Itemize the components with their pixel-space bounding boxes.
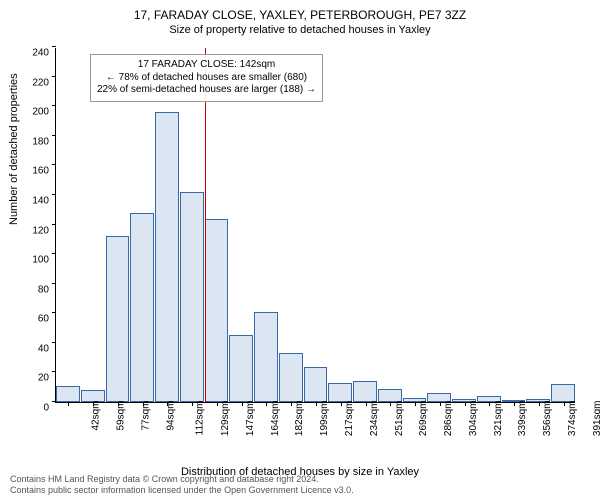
xtick-mark [217,402,218,406]
xtick-mark [192,402,193,406]
annot-line1: 17 FARADAY CLOSE: 142sqm [97,59,316,72]
xtick-label: 286sqm [443,401,454,437]
xtick-mark [415,402,416,406]
xtick-label: 234sqm [369,401,380,437]
xtick-mark [291,402,292,406]
ytick-label: 100 [19,255,49,266]
chart-area: 42sqm59sqm77sqm94sqm112sqm129sqm147sqm16… [55,48,575,403]
histogram-bar [279,353,303,402]
ytick-mark [52,164,56,165]
ytick-label: 200 [19,107,49,118]
histogram-bar [130,213,154,402]
ytick-label: 20 [19,373,49,384]
xtick-label: 182sqm [295,401,306,437]
ytick-mark [52,253,56,254]
ytick-mark [52,76,56,77]
xtick-mark [514,402,515,406]
xtick-mark [440,402,441,406]
histogram-bar [328,383,352,402]
histogram-bar [551,384,575,402]
ytick-label: 180 [19,136,49,147]
xtick-label: 164sqm [270,401,281,437]
xtick-mark [564,402,565,406]
xtick-label: 251sqm [394,401,405,437]
histogram-bar [353,381,377,402]
xtick-mark [118,402,119,406]
chart-subtitle: Size of property relative to detached ho… [0,24,600,36]
histogram-bar [229,335,253,402]
ytick-label: 140 [19,195,49,206]
xtick-mark [341,402,342,406]
xtick-label: 147sqm [245,401,256,437]
ytick-mark [52,371,56,372]
histogram-bar [205,219,229,402]
xtick-mark [68,402,69,406]
xtick-mark [143,402,144,406]
copyright-line1: Contains HM Land Registry data © Crown c… [10,474,354,485]
xtick-label: 321sqm [493,401,504,437]
xtick-mark [539,402,540,406]
ytick-mark [52,105,56,106]
xtick-label: 356sqm [542,401,553,437]
annotation-box: 17 FARADAY CLOSE: 142sqm ← 78% of detach… [90,54,323,102]
ytick-label: 40 [19,343,49,354]
xtick-mark [465,402,466,406]
ytick-mark [52,194,56,195]
xtick-label: 374sqm [567,401,578,437]
ytick-mark [52,312,56,313]
ytick-mark [52,46,56,47]
xtick-mark [390,402,391,406]
xtick-label: 339sqm [517,401,528,437]
ytick-label: 60 [19,314,49,325]
histogram-bar [180,192,204,402]
copyright-text: Contains HM Land Registry data © Crown c… [10,474,354,496]
annot-line3: 22% of semi-detached houses are larger (… [97,84,316,97]
ytick-label: 80 [19,284,49,295]
histogram-bar [56,386,80,402]
ytick-mark [52,224,56,225]
xtick-label: 129sqm [220,401,231,437]
ytick-label: 160 [19,166,49,177]
histogram-bar [155,112,179,402]
xtick-label: 391sqm [592,401,600,437]
histogram-bar [254,312,278,402]
xtick-mark [167,402,168,406]
histogram-bar [106,236,130,402]
ytick-label: 120 [19,225,49,236]
copyright-line2: Contains public sector information licen… [10,485,354,496]
xtick-label: 217sqm [344,401,355,437]
annot-line2: ← 78% of detached houses are smaller (68… [97,72,316,85]
xtick-label: 199sqm [319,401,330,437]
xtick-mark [93,402,94,406]
xtick-label: 269sqm [418,401,429,437]
xtick-label: 112sqm [195,401,206,436]
xtick-mark [266,402,267,406]
ytick-label: 0 [19,403,49,414]
ytick-label: 240 [19,48,49,59]
histogram-bar [304,367,328,403]
xtick-label: 304sqm [468,401,479,437]
xtick-mark [366,402,367,406]
ytick-label: 220 [19,77,49,88]
xtick-mark [489,402,490,406]
xtick-mark [242,402,243,406]
ytick-mark [52,135,56,136]
chart-title: 17, FARADAY CLOSE, YAXLEY, PETERBOROUGH,… [0,0,600,22]
xtick-mark [316,402,317,406]
ytick-mark [52,283,56,284]
ytick-mark [52,342,56,343]
